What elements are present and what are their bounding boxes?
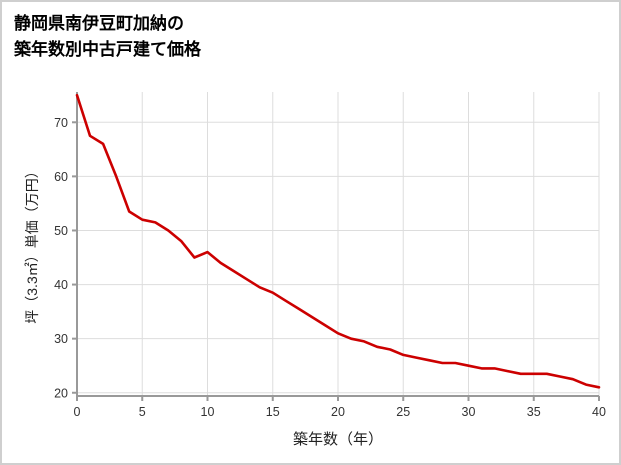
svg-text:15: 15 <box>266 405 280 419</box>
chart-title-line-1: 静岡県南伊豆町加納の <box>14 14 184 33</box>
svg-text:40: 40 <box>54 278 68 292</box>
svg-text:0: 0 <box>74 405 81 419</box>
chart-canvas: 0 5 10 15 20 25 30 35 40 20 30 40 50 60 70 <box>54 92 606 419</box>
x-axis-title: 築年数（年） <box>292 431 384 448</box>
svg-text:20: 20 <box>331 405 345 419</box>
chart-title-line-2: 築年数別中古戸建て価格 <box>14 39 201 59</box>
svg-text:50: 50 <box>54 224 68 238</box>
svg-text:30: 30 <box>462 405 476 419</box>
svg-text:70: 70 <box>54 116 68 130</box>
svg-text:5: 5 <box>139 405 146 419</box>
chart-title: 静岡県南伊豆町加納の 築年数別中古戸建て価格 <box>14 11 201 62</box>
svg-text:30: 30 <box>54 332 68 346</box>
svg-text:60: 60 <box>54 170 68 184</box>
svg-text:40: 40 <box>592 405 606 419</box>
svg-text:35: 35 <box>527 405 541 419</box>
svg-text:10: 10 <box>201 405 215 419</box>
svg-text:20: 20 <box>54 386 68 400</box>
svg-text:25: 25 <box>396 405 410 419</box>
